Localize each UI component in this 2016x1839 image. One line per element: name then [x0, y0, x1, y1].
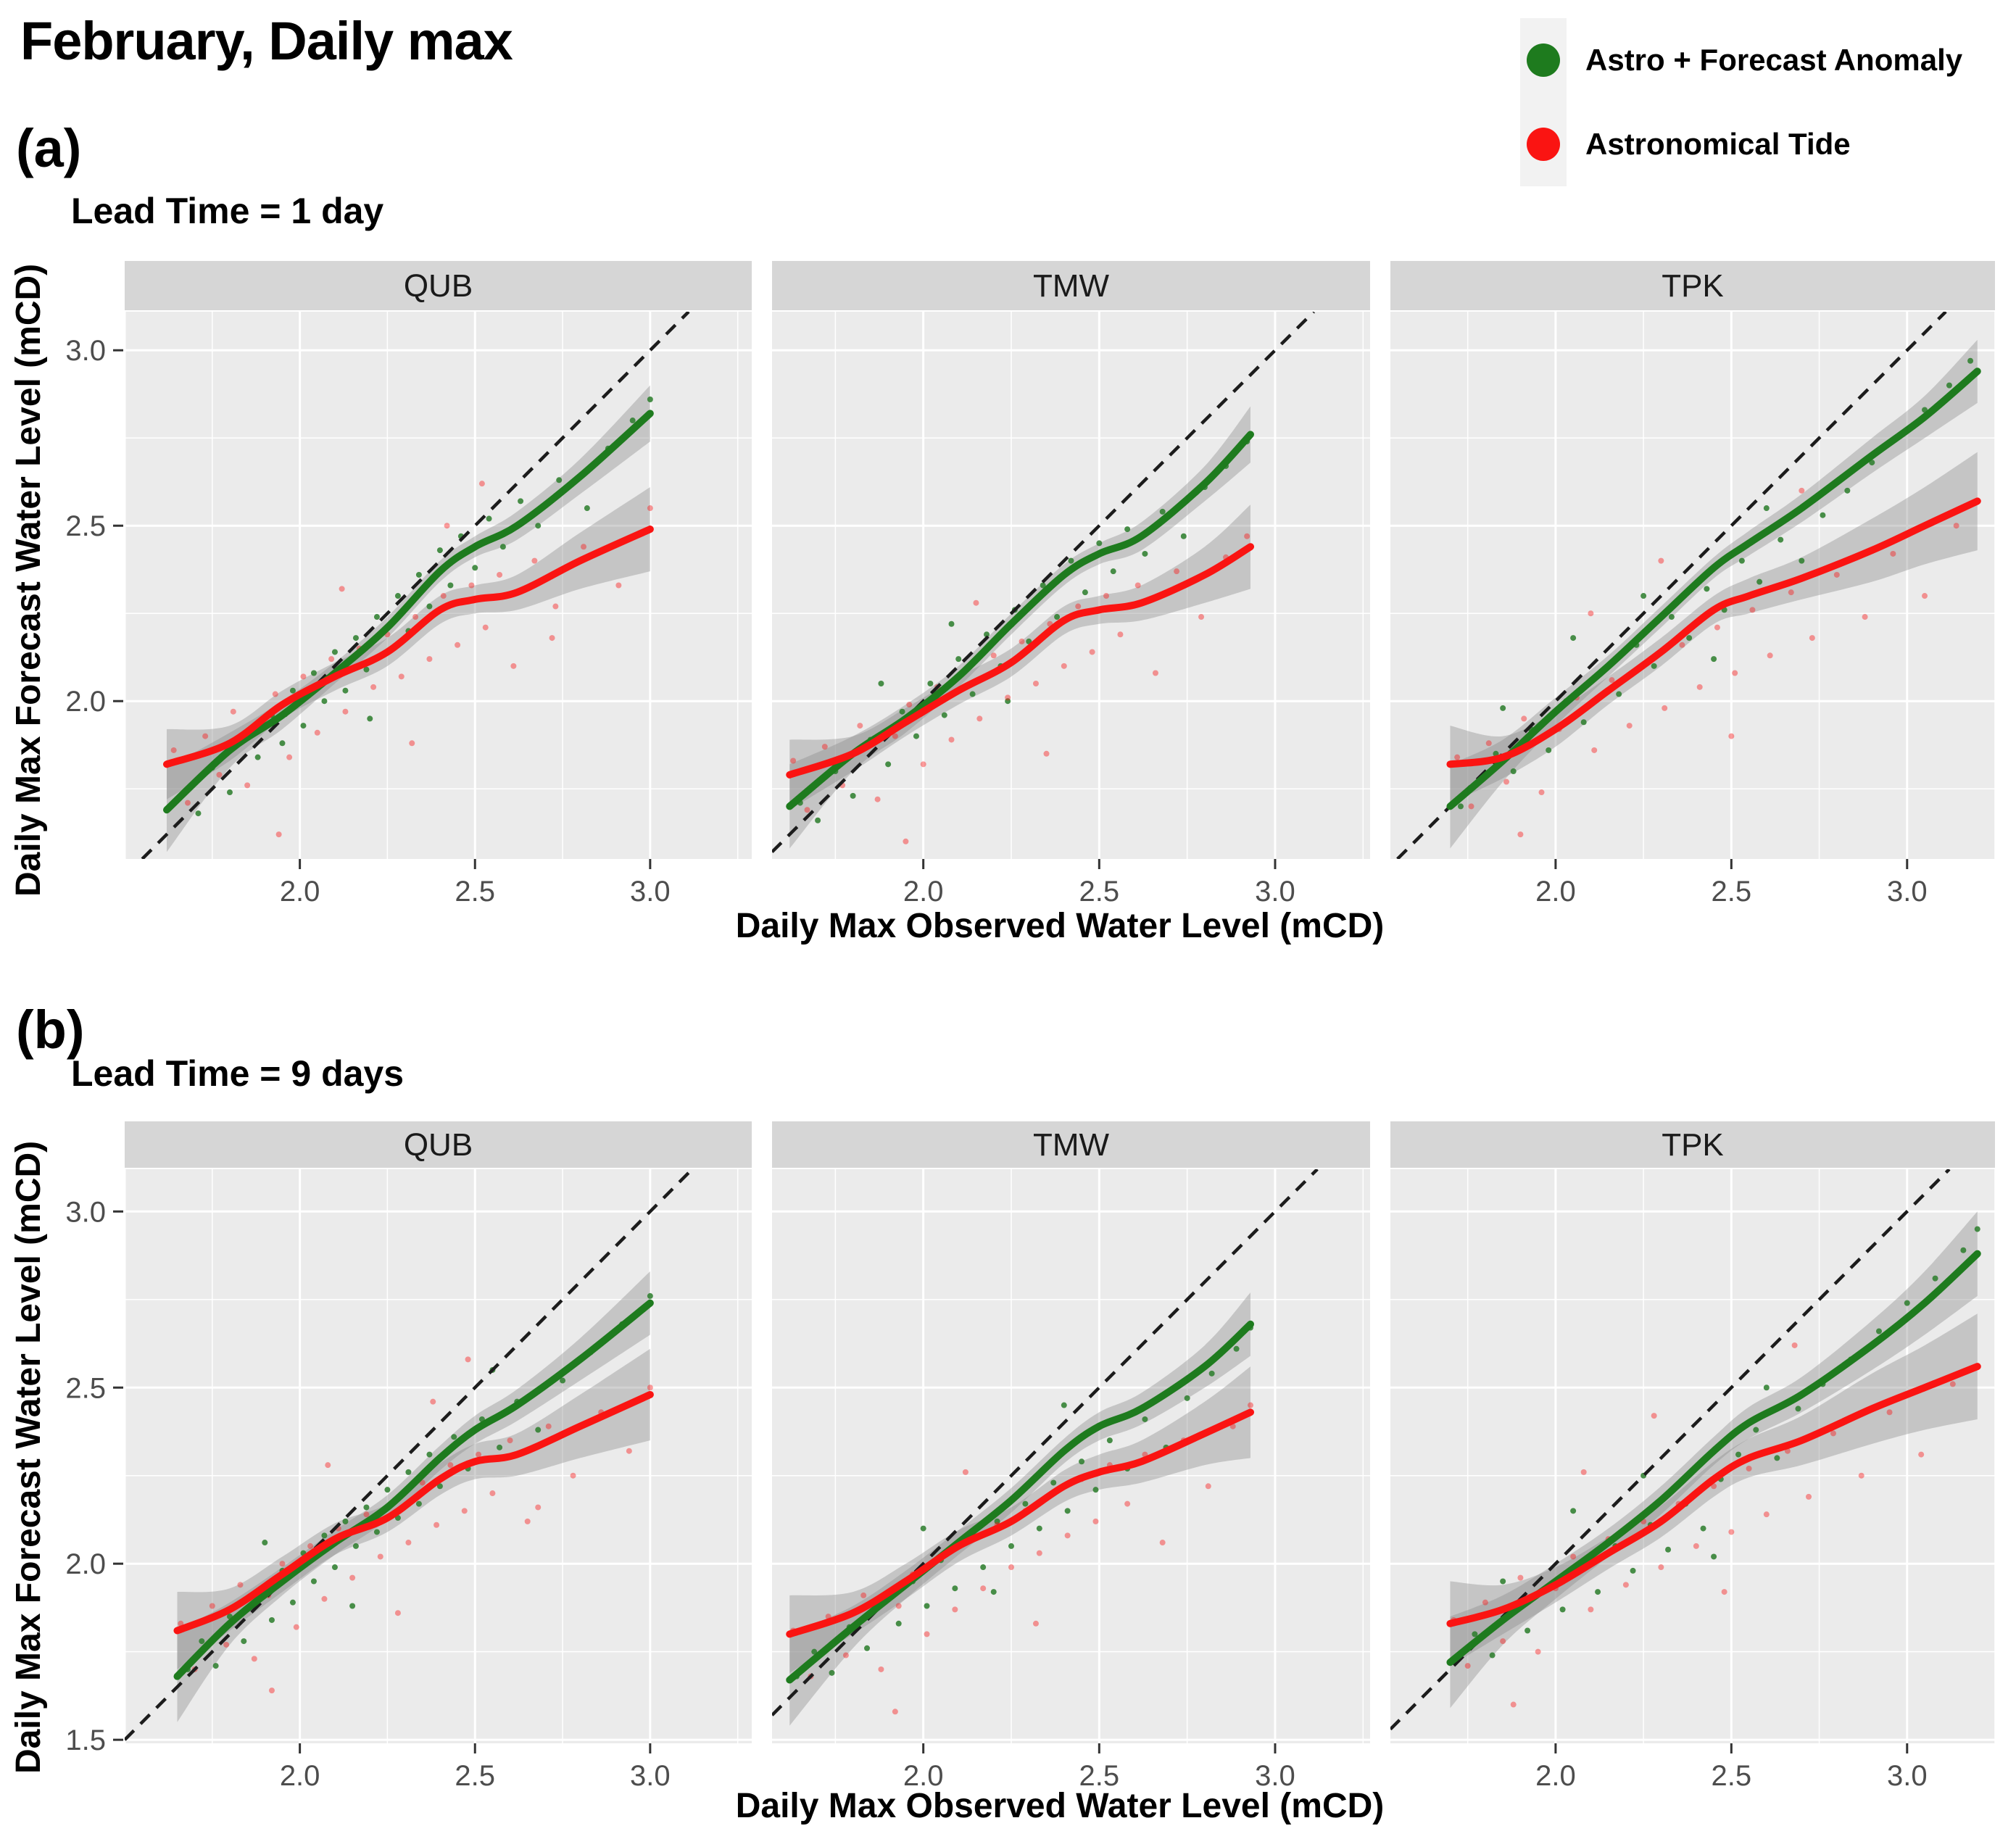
x-tick-label: 3.0: [1255, 876, 1295, 908]
green-confidence-ribbon: [1450, 339, 1978, 849]
y-tick-label: 2.5: [65, 1372, 106, 1404]
green-smooth-line: [173, 1299, 654, 1680]
legend-key-box: [1520, 102, 1567, 186]
facet-strip-label: TMW: [1033, 268, 1110, 304]
green-dot-icon: [1527, 43, 1560, 77]
x-tick-label: 3.0: [630, 1760, 671, 1792]
x-tick-label: 2.5: [455, 1760, 495, 1792]
green-confidence-ribbon: [789, 1292, 1250, 1726]
green-smooth-line: [1446, 368, 1981, 810]
facet-data-layer: [1390, 1169, 1981, 1731]
panel-b-subtitle: Lead Time = 9 days: [71, 1053, 405, 1094]
facet-strip: [772, 1121, 1370, 1168]
facet-panel: [125, 312, 752, 859]
facet-strip-label: TPK: [1662, 268, 1724, 304]
x-tick-label: 2.0: [1535, 876, 1576, 908]
identity-dashed-line: [141, 312, 690, 859]
x-tick-label: 2.5: [455, 876, 495, 908]
facet-data-layer: [141, 312, 690, 859]
facet-data-layer: [1396, 312, 1981, 859]
red-smooth-line: [173, 1390, 654, 1635]
facet-grid-row-b: QUB 2.0 2.5 3.0 1.5 2.0 2.5 3.0 TMW 2.0 2.5 3.0 TPK 2…: [65, 1121, 1996, 1792]
facet-strip-label: TPK: [1662, 1127, 1724, 1163]
identity-dashed-line: [1396, 312, 1947, 859]
red-smooth-line: [1446, 497, 1981, 768]
facet-strip: [1390, 261, 1995, 310]
facet-data-layer: [772, 1169, 1319, 1726]
red-confidence-ribbon: [177, 1348, 650, 1669]
facet-strip-label: QUB: [404, 268, 473, 304]
x-tick-label: 3.0: [630, 876, 671, 908]
y-tick-label: 3.0: [65, 335, 106, 367]
x-axis-title-b: Daily Max Observed Water Level (mCD): [735, 1787, 1385, 1825]
green-smooth-line: [162, 410, 654, 814]
x-tick-label: 3.0: [1255, 1760, 1295, 1792]
panel-a-tag: (a): [16, 118, 82, 178]
facet-data-layer: [772, 312, 1315, 853]
red-smooth-line: [162, 526, 654, 768]
x-tick-label: 2.5: [1712, 1760, 1752, 1792]
identity-dashed-line: [772, 1169, 1319, 1716]
y-tick-label: 2.0: [65, 686, 106, 718]
red-smooth-line: [786, 543, 1254, 779]
x-tick-label: 2.5: [1079, 876, 1120, 908]
x-tick-label: 2.5: [1079, 1760, 1120, 1792]
red-confidence-ribbon: [1450, 452, 1978, 803]
identity-dashed-line: [1390, 1169, 1951, 1731]
facet-strip-label: QUB: [404, 1127, 473, 1163]
y-tick-label: 2.0: [65, 1548, 106, 1580]
red-confidence-ribbon: [1450, 1313, 1978, 1666]
facet-data-layer: [125, 1169, 694, 1741]
red-smooth-line: [1446, 1363, 1981, 1627]
green-confidence-ribbon: [177, 1271, 650, 1722]
legend-label: Astronomical Tide: [1585, 127, 1851, 161]
green-confidence-ribbon: [1450, 1211, 1978, 1709]
panel-a-subtitle: Lead Time = 1 day: [71, 191, 384, 231]
legend: Astro + Forecast Anomaly Astronomical Ti…: [1520, 18, 1962, 186]
facet-grid-row-a: QUB 2.0 2.5 3.0 2.0 2.5 3.0 TMW 2.0 2.5 3.0 TPK 2.0 2…: [65, 261, 1996, 908]
x-tick-label: 2.0: [903, 1760, 944, 1792]
red-smooth-line: [786, 1408, 1254, 1638]
facet-strip: [125, 261, 752, 310]
panel-b-tag: (b): [16, 1000, 85, 1060]
legend-key-box: [1520, 18, 1567, 102]
identity-dashed-line: [772, 312, 1315, 853]
facet-strip: [1390, 1121, 1995, 1168]
legend-item-astro-forecast: Astro + Forecast Anomaly: [1520, 18, 1962, 102]
y-tick-label: 1.5: [65, 1724, 106, 1756]
green-smooth-line: [786, 1320, 1254, 1684]
x-tick-label: 3.0: [1887, 1760, 1928, 1792]
x-tick-label: 2.0: [280, 1760, 320, 1792]
facet-strip-label: TMW: [1033, 1127, 1110, 1163]
x-tick-label: 3.0: [1887, 876, 1928, 908]
facet-strip: [772, 261, 1370, 310]
x-tick-label: 2.0: [280, 876, 320, 908]
legend-item-astronomical-tide: Astronomical Tide: [1520, 102, 1962, 186]
x-tick-label: 2.5: [1712, 876, 1752, 908]
y-tick-label: 2.5: [65, 510, 106, 542]
legend-label: Astro + Forecast Anomaly: [1585, 43, 1963, 77]
x-tick-label: 2.0: [903, 876, 944, 908]
x-tick-label: 2.0: [1535, 1760, 1576, 1792]
x-axis-title-a: Daily Max Observed Water Level (mCD): [735, 907, 1385, 945]
facet-strip: [125, 1121, 752, 1168]
facet-panel: [772, 312, 1370, 859]
y-tick-label: 3.0: [65, 1196, 106, 1228]
facet-panel: [1390, 1169, 1995, 1743]
figure-title: February, Daily max: [20, 11, 513, 71]
red-confidence-ribbon: [166, 486, 650, 800]
facet-panel: [772, 1169, 1370, 1743]
red-dot-icon: [1527, 128, 1560, 161]
